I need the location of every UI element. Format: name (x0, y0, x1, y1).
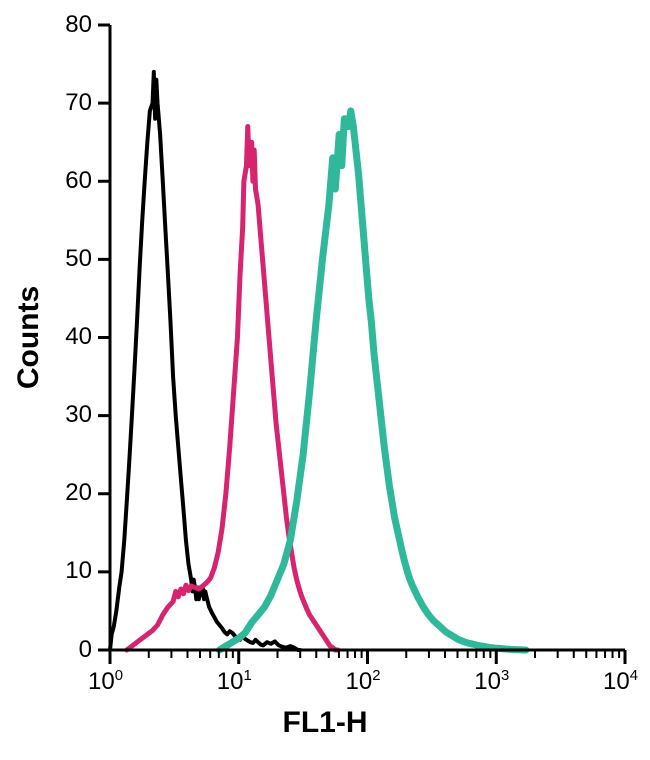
y-tick-label: 30 (65, 401, 92, 429)
y-tick-label: 10 (65, 557, 92, 585)
x-axis-label: FL1-H (0, 706, 650, 740)
y-axis-label: Counts (12, 25, 46, 650)
x-tick-label: 100 (88, 668, 123, 696)
y-tick-label: 50 (65, 245, 92, 273)
flow-cytometry-chart: Counts FL1-H 0 10 20 30 40 50 60 70 80 100 101 102 1… (0, 0, 650, 760)
x-tick-label: 103 (474, 668, 509, 696)
y-tick-label: 80 (65, 11, 92, 39)
y-tick-label: 0 (79, 636, 92, 664)
chart-svg (0, 0, 650, 760)
x-tick-label: 104 (603, 668, 638, 696)
y-tick-label: 60 (65, 167, 92, 195)
y-tick-label: 70 (65, 89, 92, 117)
x-tick-label: 101 (217, 668, 252, 696)
y-tick-label: 40 (65, 323, 92, 351)
x-tick-label: 102 (346, 668, 381, 696)
y-tick-label: 20 (65, 479, 92, 507)
